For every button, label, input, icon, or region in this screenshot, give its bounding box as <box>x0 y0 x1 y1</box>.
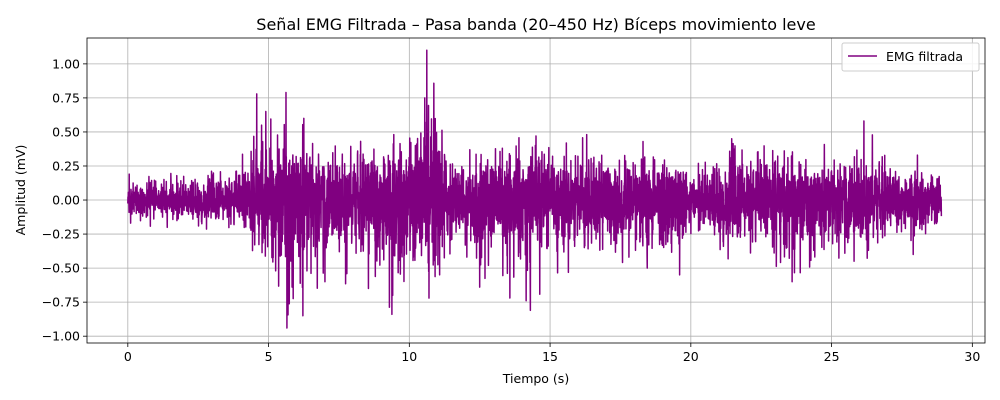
chart-title: Señal EMG Filtrada – Pasa banda (20–450 … <box>256 15 815 34</box>
y-tick-label: −0.25 <box>42 227 80 242</box>
x-tick-label: 10 <box>401 349 417 364</box>
x-axis-label: Tiempo (s) <box>502 371 569 386</box>
x-tick-label: 0 <box>124 349 132 364</box>
y-tick-label: 0.50 <box>52 124 80 139</box>
axis-ticks: 0 5 10 15 20 25 30 −1.00 −0.75 −0.50 −0.25 0.00 0.25… <box>42 56 981 364</box>
x-tick-label: 15 <box>542 349 558 364</box>
y-tick-label: 0.00 <box>52 193 80 208</box>
x-tick-label: 30 <box>964 349 980 364</box>
legend: EMG filtrada <box>841 42 980 72</box>
y-tick-label: 0.75 <box>52 90 80 105</box>
legend-label-emg-filtrada: EMG filtrada <box>886 49 963 64</box>
y-tick-label: −0.50 <box>42 261 80 276</box>
x-tick-label: 20 <box>683 349 699 364</box>
legend-box <box>841 42 980 72</box>
emg-signal <box>127 49 943 329</box>
x-tick-label: 5 <box>265 349 273 364</box>
y-axis-label: Amplitud (mV) <box>13 145 28 236</box>
plot-frame <box>86 37 986 344</box>
y-tick-label: −1.00 <box>42 329 80 344</box>
y-tick-label: 0.25 <box>52 158 80 173</box>
x-tick-label: 25 <box>824 349 840 364</box>
y-tick-label: −0.75 <box>42 295 80 310</box>
y-tick-label: 1.00 <box>52 56 80 71</box>
series-line-emg-filtrada <box>127 49 943 329</box>
